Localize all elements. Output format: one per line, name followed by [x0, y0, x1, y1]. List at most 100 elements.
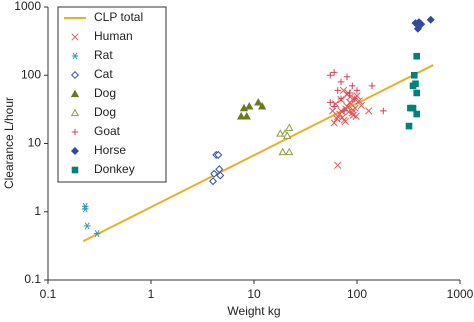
marker [81, 205, 89, 213]
marker-part [337, 78, 345, 86]
marker-part [330, 69, 338, 76]
marker [410, 71, 418, 79]
fit-line [82, 64, 434, 243]
marker [71, 33, 79, 41]
marker-part [71, 166, 79, 174]
marker-part [343, 73, 351, 81]
marker [326, 71, 334, 79]
marker [426, 15, 435, 24]
marker [337, 95, 345, 103]
marker-part [352, 112, 360, 120]
marker-part [333, 115, 341, 123]
marker-part [214, 150, 223, 159]
marker-part [413, 52, 421, 60]
marker [348, 82, 356, 90]
marker-part [209, 177, 218, 186]
marker-part [334, 87, 342, 94]
marker-part [242, 112, 251, 120]
y-tick-label: 0.1 [24, 272, 41, 286]
marker-part [326, 99, 334, 106]
marker [70, 89, 80, 98]
marker [214, 150, 223, 159]
legend-label: Dog [94, 105, 116, 119]
marker-part [81, 205, 89, 213]
marker-part [70, 70, 80, 80]
marker [236, 112, 246, 120]
marker-part [340, 107, 348, 115]
marker [216, 171, 225, 180]
marker-part [254, 98, 263, 106]
marker [353, 87, 361, 94]
marker-part [412, 80, 419, 88]
marker [83, 222, 91, 230]
legend-label: Donkey [94, 162, 135, 176]
marker [71, 52, 79, 60]
marker-part [239, 103, 249, 112]
marker [337, 78, 345, 86]
marker [334, 161, 342, 169]
marker-part [236, 112, 246, 120]
marker-part [368, 82, 376, 90]
marker-part [345, 108, 353, 116]
marker [285, 147, 294, 156]
marker-part [216, 171, 225, 180]
marker-part [351, 95, 359, 103]
legend-label: CLP total [94, 10, 143, 24]
marker-part [405, 122, 413, 130]
marker [258, 102, 267, 110]
legend-label: Human [94, 29, 133, 43]
y-tick-label: 1 [34, 204, 41, 218]
marker [283, 131, 292, 139]
marker-part [328, 107, 337, 115]
x-tick-label: 1 [148, 287, 155, 301]
y-tick-label: 1000 [14, 0, 41, 13]
marker-part [330, 103, 338, 110]
marker-part [334, 161, 342, 169]
legend-label: Rat [94, 48, 113, 62]
y-axis-label: Clearance L/hour [2, 97, 16, 189]
marker-part [283, 131, 292, 139]
marker [413, 24, 422, 33]
marker [409, 104, 417, 112]
marker [417, 20, 426, 29]
x-axis-label: Weight kg [227, 304, 280, 318]
marker [71, 128, 79, 136]
marker-part [336, 110, 344, 118]
marker [276, 129, 285, 137]
marker-part [285, 123, 294, 131]
marker-part [341, 117, 349, 126]
marker [210, 169, 219, 178]
y-tick-label: 10 [28, 136, 42, 150]
marker [71, 166, 79, 174]
marker [343, 73, 351, 81]
marker-part [413, 24, 422, 33]
marker [70, 70, 80, 80]
marker-part [245, 102, 254, 110]
marker [351, 95, 359, 103]
marker-part [71, 33, 79, 41]
marker-part [346, 89, 354, 97]
marker-part [258, 102, 267, 110]
marker [334, 87, 342, 94]
marker-part [93, 229, 101, 238]
marker-part [410, 71, 418, 79]
marker-part [426, 15, 435, 24]
marker [357, 101, 365, 110]
marker [70, 108, 80, 117]
y-tick-label: 100 [21, 67, 41, 81]
marker-part [70, 89, 80, 98]
marker [254, 98, 263, 106]
x-tick-label: 10 [247, 287, 261, 301]
marker [346, 89, 354, 97]
legend-label: Goat [94, 124, 121, 138]
marker [352, 112, 360, 120]
marker-part [337, 95, 345, 103]
marker [328, 107, 337, 115]
marker [349, 106, 357, 114]
marker [365, 107, 373, 115]
marker [93, 229, 101, 238]
marker-part [349, 106, 357, 114]
marker-part [330, 119, 338, 127]
marker [285, 123, 294, 131]
